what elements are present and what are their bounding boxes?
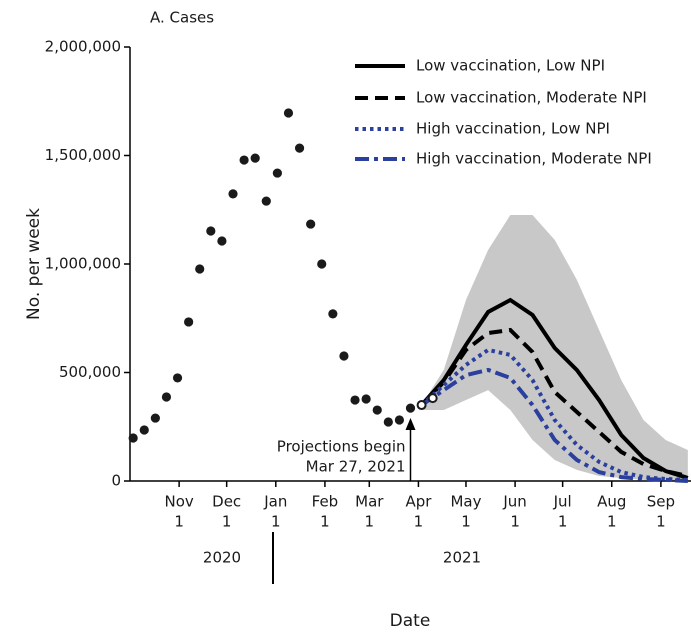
- x-axis-label: Date: [390, 611, 431, 631]
- x-tick-label: 1: [222, 513, 232, 531]
- x-tick-label: Jul: [553, 493, 572, 511]
- legend-label: Low vaccination, Low NPI: [416, 57, 605, 75]
- recent-point: [427, 393, 438, 404]
- observed-point: [161, 392, 172, 402]
- x-tick-label: 1: [461, 513, 471, 531]
- observed-point: [206, 226, 216, 236]
- x-tick-label: Jan: [263, 493, 287, 511]
- observed-point: [217, 236, 227, 246]
- projection-line: [420, 347, 688, 482]
- observed-point: [272, 168, 282, 178]
- year-label: 2020: [203, 549, 241, 567]
- observed-point: [239, 155, 249, 165]
- legend-label: High vaccination, Low NPI: [416, 120, 610, 138]
- legend-label: High vaccination, Moderate NPI: [416, 150, 652, 168]
- observed-point: [283, 108, 294, 118]
- x-tick-label: 1: [320, 513, 330, 531]
- observed-point: [195, 264, 205, 274]
- x-tick-label: Nov: [164, 493, 193, 511]
- x-tick-label: Sep: [647, 493, 675, 511]
- observed-point: [383, 417, 393, 427]
- observed-point: [184, 317, 194, 327]
- y-tick-label: 0: [111, 472, 121, 490]
- legend-label: Low vaccination, Moderate NPI: [416, 89, 647, 107]
- projection-line: [420, 297, 689, 480]
- x-tick-label: 1: [558, 513, 568, 531]
- y-tick-label: 1,500,000: [45, 146, 121, 164]
- annotation-text: Projections begin: [277, 438, 406, 456]
- observed-point: [361, 394, 371, 404]
- observed-point: [350, 395, 360, 405]
- y-axis-label: No. per week: [24, 208, 44, 320]
- observed-point: [139, 425, 149, 435]
- projection-line: [420, 367, 688, 483]
- x-tick-label: 1: [174, 513, 184, 531]
- observed-point: [394, 415, 405, 425]
- panel-label: A. Cases: [150, 9, 214, 27]
- observed-point: [328, 309, 338, 319]
- observed-point: [172, 373, 183, 383]
- y-tick-label: 500,000: [59, 363, 121, 381]
- projection-line: [420, 327, 689, 478]
- x-tick-label: 1: [271, 513, 281, 531]
- x-tick-label: 1: [510, 513, 520, 531]
- observed-point: [250, 153, 260, 163]
- x-tick-label: 1: [414, 513, 424, 531]
- x-tick-label: Jun: [502, 493, 526, 511]
- observed-point: [294, 143, 305, 153]
- observed-point: [372, 405, 382, 415]
- x-tick-label: Mar: [355, 493, 384, 511]
- x-tick-label: Feb: [312, 493, 339, 511]
- recent-point: [416, 400, 427, 411]
- observed-point: [128, 433, 138, 443]
- x-tick-label: May: [450, 493, 481, 511]
- observed-point: [405, 403, 416, 413]
- annotation-text: Mar 27, 2021: [306, 458, 406, 476]
- x-tick-label: 1: [607, 513, 617, 531]
- x-tick-label: 1: [365, 513, 375, 531]
- observed-point: [317, 259, 327, 269]
- y-tick-label: 2,000,000: [45, 38, 121, 56]
- x-tick-label: 1: [656, 513, 666, 531]
- observed-point: [261, 196, 271, 206]
- y-tick-label: 1,000,000: [45, 255, 121, 273]
- arrow-head: [405, 418, 416, 430]
- x-tick-label: Dec: [212, 493, 241, 511]
- observed-point: [228, 189, 238, 199]
- observed-point: [306, 219, 316, 229]
- observed-point: [339, 351, 349, 361]
- x-tick-label: Aug: [597, 493, 626, 511]
- observed-point: [150, 413, 160, 423]
- x-tick-label: Apr: [405, 493, 432, 511]
- year-label: 2021: [443, 549, 481, 567]
